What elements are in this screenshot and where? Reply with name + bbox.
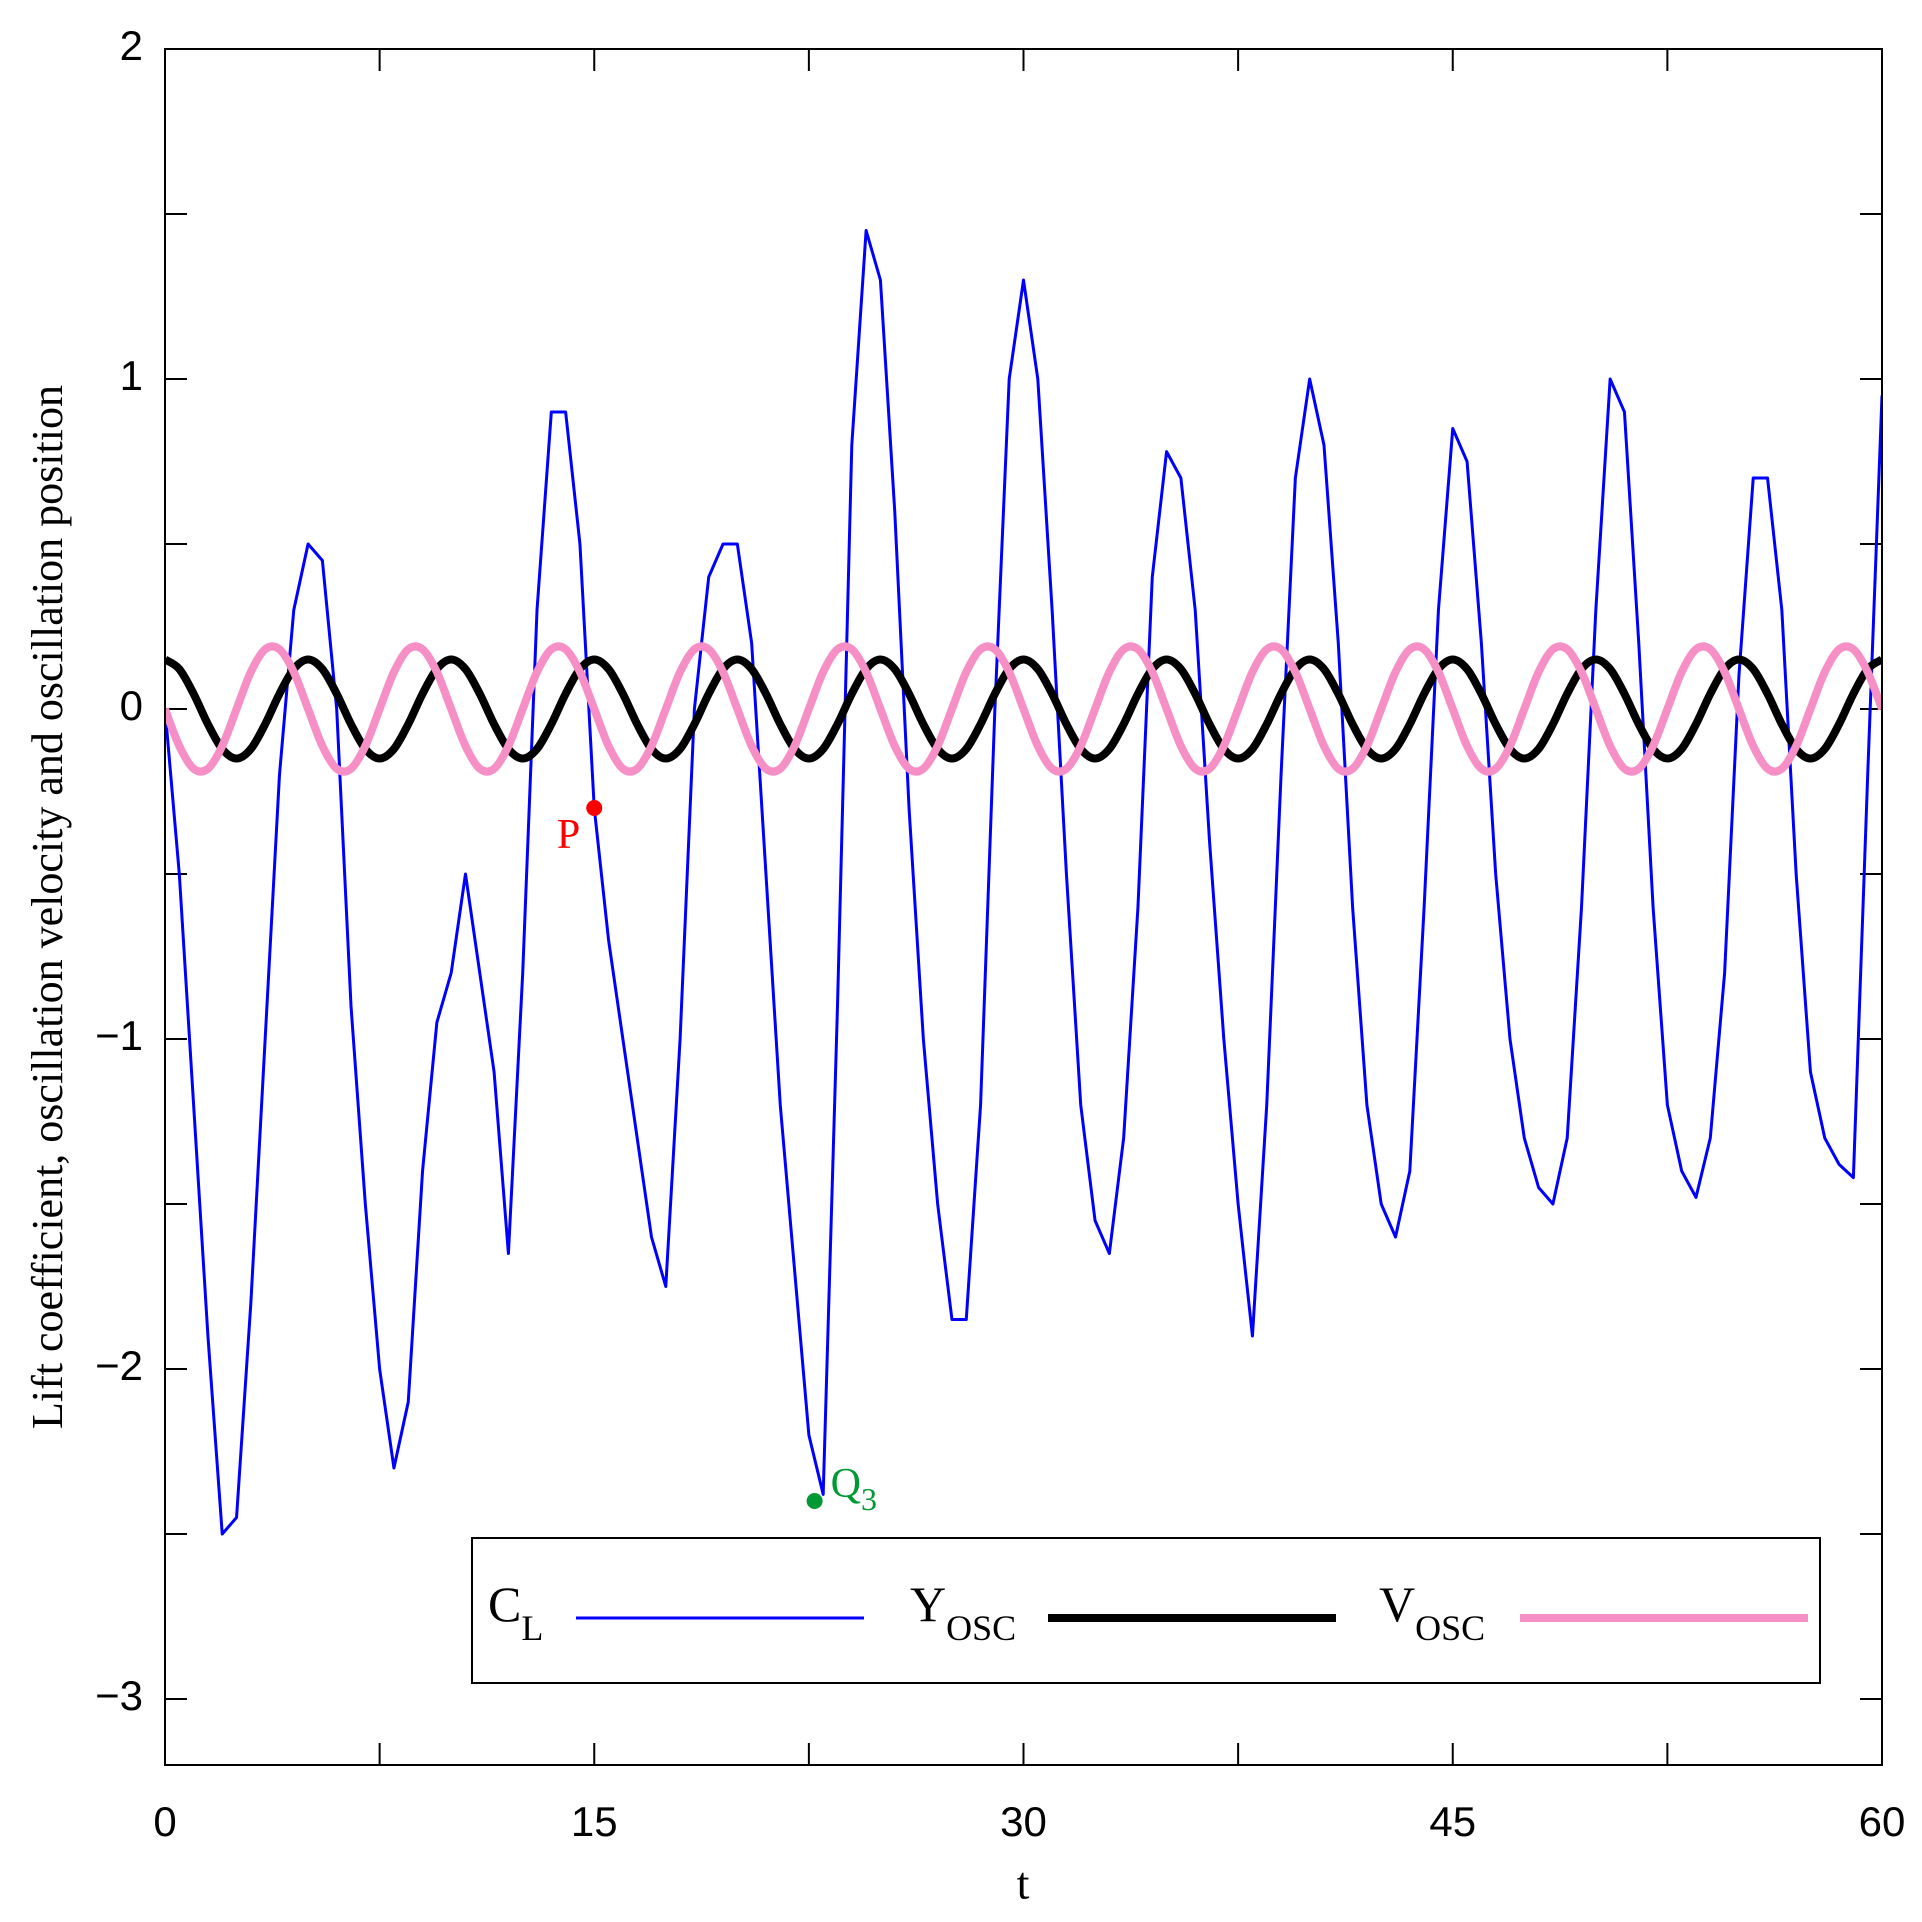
series-line (165, 655, 1882, 763)
y-tick-label: 2 (120, 22, 143, 69)
annotation-point (586, 800, 603, 816)
annotation-point (806, 1493, 823, 1509)
series-line (165, 642, 1882, 776)
annotation-label: P (557, 812, 580, 858)
legend-box (471, 1537, 1821, 1684)
x-tick-label: 0 (153, 1798, 176, 1845)
y-tick-label: −3 (95, 1672, 143, 1719)
legend-label: VOSC (1379, 1576, 1485, 1648)
legend-subscript: OSC (946, 1608, 1016, 1648)
annotation-subscript: 3 (861, 1481, 877, 1517)
legend-subscript: L (521, 1608, 543, 1648)
legend-name: C (488, 1576, 521, 1632)
plot-frame (164, 48, 1883, 1766)
y-tick-label: 1 (120, 352, 143, 399)
annotation-label: Q3 (831, 1461, 877, 1518)
legend-name: V (1379, 1576, 1415, 1632)
x-tick-label: 30 (1000, 1798, 1047, 1845)
y-tick-label: −2 (95, 1342, 143, 1389)
x-tick-label: 60 (1859, 1798, 1906, 1845)
y-tick-label: −1 (95, 1012, 143, 1059)
x-axis-label: t (1017, 1858, 1030, 1909)
legend-subscript: OSC (1415, 1608, 1485, 1648)
annotation-text: P (557, 812, 580, 858)
y-axis-label: Lift coefficient, oscillation velocity a… (23, 385, 72, 1429)
y-tick-label: 0 (120, 682, 143, 729)
x-tick-label: 45 (1429, 1798, 1476, 1845)
legend-label: YOSC (910, 1576, 1016, 1648)
legend-label: CL (488, 1576, 543, 1648)
x-tick-label: 15 (571, 1798, 618, 1845)
legend-name: Y (910, 1576, 946, 1632)
series-line (165, 229, 1882, 1536)
annotation-text: Q (831, 1461, 861, 1507)
